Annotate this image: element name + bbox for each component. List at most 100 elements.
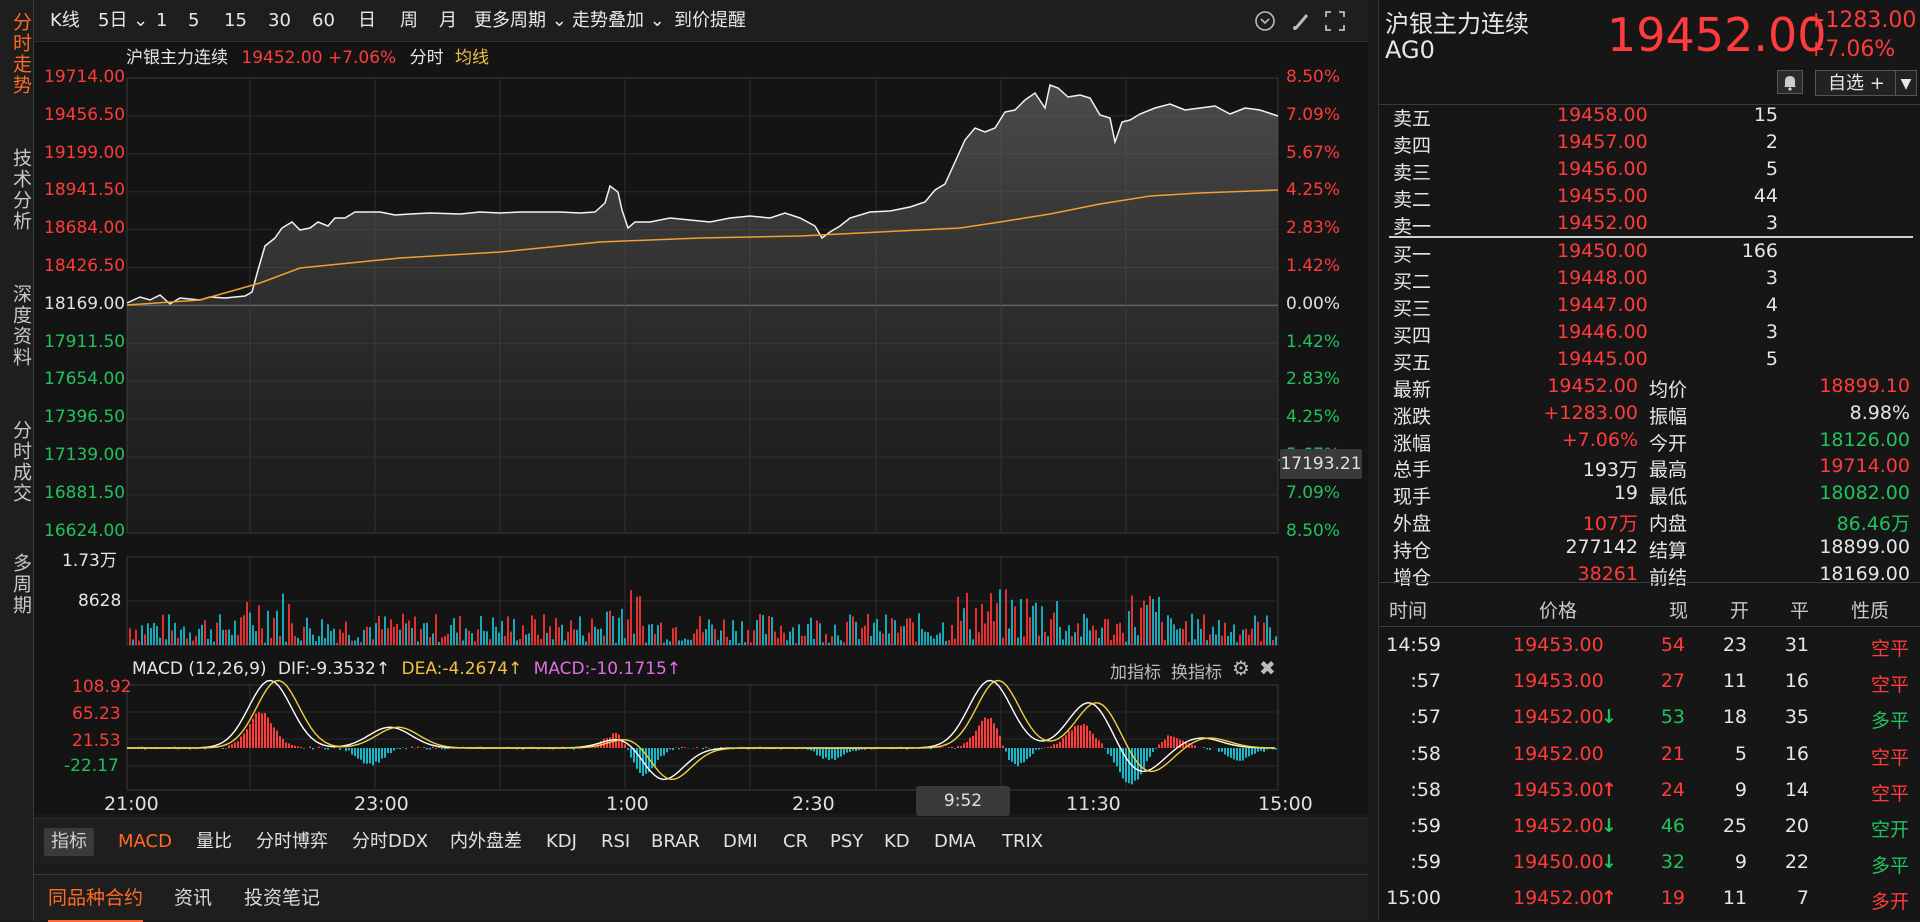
- volume-bar: [156, 626, 158, 645]
- indicator-trix[interactable]: TRIX: [1002, 819, 1043, 865]
- volume-bar: [1077, 623, 1079, 645]
- book-level-price[interactable]: 19455.00: [1557, 185, 1648, 207]
- macd-bar: [630, 748, 632, 758]
- percent-axis-label: 7.09%: [1286, 483, 1340, 503]
- volume-bar: [744, 642, 746, 645]
- trade-arrow-icon: ↑: [1601, 779, 1617, 801]
- volume-bar: [882, 634, 884, 645]
- indicator-dmi[interactable]: DMI: [723, 819, 758, 865]
- volume-bar: [1161, 622, 1163, 645]
- stat-label: 结算: [1649, 536, 1687, 563]
- book-level-price[interactable]: 19456.00: [1557, 158, 1648, 180]
- macd-bar: [396, 748, 398, 749]
- volume-bar: [1158, 597, 1160, 645]
- macd-bar: [1218, 748, 1220, 752]
- percent-axis-label: 7.09%: [1286, 105, 1340, 125]
- stat-label: 最低: [1649, 482, 1687, 509]
- indicator-ddx[interactable]: 分时DDX: [352, 819, 428, 865]
- macd-bar: [978, 725, 980, 748]
- macd-bar: [1275, 748, 1277, 750]
- book-level-price[interactable]: 19445.00: [1557, 348, 1648, 370]
- indicator-macd[interactable]: MACD: [118, 819, 172, 865]
- volume-bar: [1044, 632, 1046, 645]
- close-icon[interactable]: ✖: [1259, 656, 1276, 680]
- indicator-cr[interactable]: CR: [783, 819, 808, 865]
- indicator-dma[interactable]: DMA: [934, 819, 976, 865]
- macd-dea-arrow: ↑: [508, 659, 522, 679]
- macd-axis-label: 108.92: [72, 677, 131, 697]
- volume-bar: [879, 631, 881, 645]
- stat-value: 193万: [1583, 455, 1638, 482]
- macd-bar: [1257, 748, 1259, 752]
- volume-bar: [372, 639, 374, 645]
- tab-news[interactable]: 资讯: [174, 875, 212, 922]
- macd-bar: [636, 748, 638, 769]
- gear-icon[interactable]: ⚙: [1232, 656, 1250, 680]
- indicator-kdj[interactable]: KDJ: [546, 819, 577, 865]
- indicator-inout[interactable]: 内外盘差: [450, 819, 522, 865]
- switch-indicator-button[interactable]: 换指标: [1171, 658, 1222, 683]
- cursor-time-label: 9:52: [916, 786, 1010, 816]
- book-level-price[interactable]: 19448.00: [1557, 267, 1648, 289]
- volume-bar: [921, 629, 923, 645]
- indicator-game[interactable]: 分时博弈: [256, 819, 328, 865]
- stat-value: 18899.00: [1819, 536, 1910, 558]
- volume-bar: [723, 620, 725, 645]
- indicator-kd[interactable]: KD: [884, 819, 910, 865]
- book-level-price[interactable]: 19447.00: [1557, 294, 1648, 316]
- quote-code: AG0: [1385, 36, 1435, 64]
- stat-value: 18126.00: [1819, 429, 1910, 451]
- volume-bar: [918, 613, 920, 645]
- book-level-price[interactable]: 19452.00: [1557, 212, 1648, 234]
- book-level-price[interactable]: 19450.00: [1557, 240, 1648, 262]
- volume-bar: [249, 613, 251, 645]
- book-level-price[interactable]: 19458.00: [1557, 104, 1648, 126]
- watchlist-add-button[interactable]: 自选 +: [1815, 70, 1898, 96]
- volume-bar: [369, 627, 371, 645]
- macd-bar: [1062, 738, 1064, 748]
- bell-icon[interactable]: [1777, 70, 1803, 94]
- indicator-volume-ratio[interactable]: 量比: [196, 819, 232, 865]
- macd-bar: [975, 731, 977, 748]
- macd-bar: [1116, 748, 1118, 766]
- stat-label: 涨跌: [1393, 402, 1431, 429]
- volume-bar: [297, 638, 299, 645]
- volume-bar: [504, 636, 506, 645]
- macd-bar: [1110, 748, 1112, 756]
- watchlist-dropdown-icon[interactable]: ▼: [1895, 70, 1917, 96]
- intraday-chart[interactable]: [0, 0, 1368, 921]
- volume-bar: [627, 619, 629, 645]
- macd-bar: [1014, 748, 1016, 764]
- indicator-brar[interactable]: BRAR: [651, 819, 700, 865]
- book-level-price[interactable]: 19457.00: [1557, 131, 1648, 153]
- volume-bar: [663, 643, 665, 645]
- volume-bar: [591, 619, 593, 645]
- volume-bar: [822, 642, 824, 645]
- macd-axis-label: -22.17: [64, 756, 119, 776]
- volume-bar: [1101, 628, 1103, 645]
- volume-bar: [783, 633, 785, 645]
- volume-bar: [624, 638, 626, 645]
- volume-bar: [1269, 627, 1271, 645]
- macd-bar: [666, 748, 668, 752]
- macd-bar: [222, 748, 224, 749]
- volume-bar: [966, 593, 968, 645]
- volume-bar: [1131, 596, 1133, 645]
- book-level-price[interactable]: 19446.00: [1557, 321, 1648, 343]
- add-indicator-button[interactable]: 加指标: [1110, 658, 1161, 683]
- tab-notes[interactable]: 投资笔记: [244, 875, 320, 922]
- macd-bar: [1032, 748, 1034, 754]
- indicator-psy[interactable]: PSY: [830, 819, 863, 865]
- volume-bar: [1209, 634, 1211, 645]
- tab-same-variety[interactable]: 同品种合约: [48, 875, 143, 922]
- volume-bar: [786, 640, 788, 645]
- macd-bar: [399, 748, 401, 749]
- macd-bar: [1152, 748, 1154, 752]
- macd-bar: [1221, 748, 1223, 752]
- indicator-rsi[interactable]: RSI: [601, 819, 630, 865]
- volume-bar: [285, 642, 287, 645]
- volume-bar: [1116, 624, 1118, 645]
- macd-bar: [258, 712, 260, 748]
- volume-bar: [915, 642, 917, 645]
